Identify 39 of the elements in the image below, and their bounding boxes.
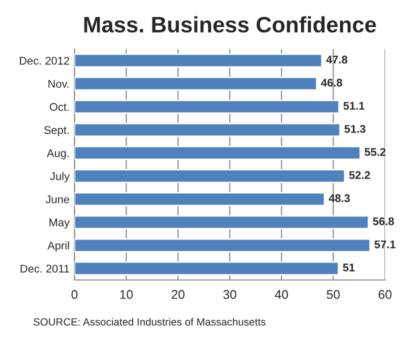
x-tick-label: 50: [326, 290, 340, 299]
y-tick-label: July: [50, 172, 70, 182]
data-label: 57.1: [374, 240, 396, 248]
x-tick-label: 30: [223, 290, 236, 299]
y-tick-label: Sept.: [44, 126, 69, 136]
chart-title: Mass. Business Confidence: [84, 16, 376, 33]
source-note: SOURCE: Associated Industries of Massachusetts: [34, 318, 266, 326]
data-label: 46.8: [321, 78, 342, 87]
bar: [74, 169, 346, 184]
bar: [74, 54, 323, 68]
bar: [74, 146, 361, 160]
x-tick-label: 0: [72, 290, 78, 299]
bar: [74, 100, 340, 114]
data-label: 48.3: [328, 194, 350, 202]
y-tick-label: Nov.: [48, 80, 69, 88]
bar: [74, 76, 318, 91]
y-tick-label: May: [50, 218, 70, 229]
x-tick-label: 40: [274, 290, 288, 299]
data-label: 51.1: [343, 102, 364, 110]
y-tick-label: June: [46, 196, 70, 204]
bar: [74, 238, 371, 252]
data-label: 51.3: [344, 124, 366, 133]
data-label: 52.2: [349, 171, 370, 180]
x-tick-label: 10: [120, 290, 133, 299]
y-tick-label: April: [47, 241, 69, 252]
bar: [74, 215, 370, 230]
bar: [74, 261, 340, 276]
x-tick-label: 60: [378, 290, 392, 299]
y-tick-label: Dec. 2012: [20, 56, 70, 65]
x-tick-label: 20: [172, 290, 184, 299]
data-label: 55.2: [364, 148, 386, 156]
y-tick-label: Dec. 2011: [20, 264, 70, 273]
data-label: 56.8: [372, 217, 394, 226]
y-tick-label: Aug.: [46, 149, 69, 160]
y-tick-label: Oct.: [50, 103, 69, 111]
data-label: 47.8: [326, 56, 348, 64]
bar: [74, 192, 326, 206]
bar: [74, 122, 341, 137]
data-label: 51: [342, 264, 355, 272]
